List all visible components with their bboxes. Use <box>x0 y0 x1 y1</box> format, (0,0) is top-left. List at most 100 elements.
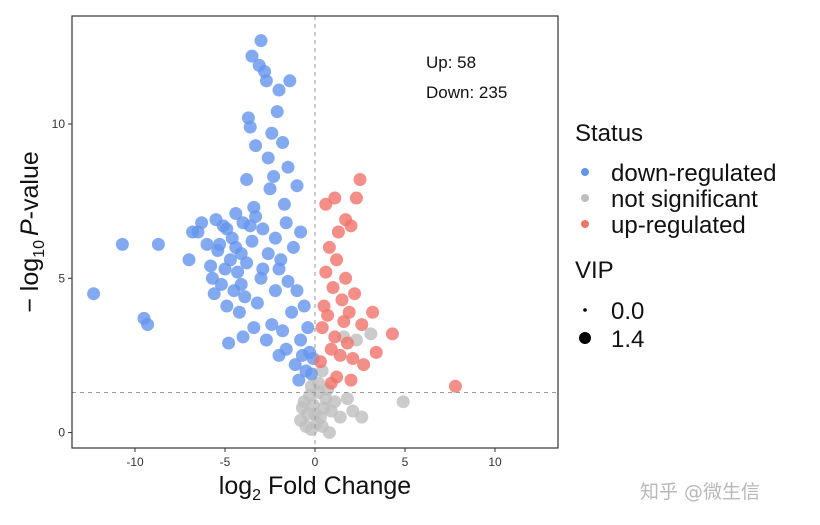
y-axis-title-sub: 10 <box>31 240 48 258</box>
data-point-down <box>290 179 304 193</box>
data-point-up <box>342 305 356 319</box>
x-ticks: -10 -5 0 5 10 <box>126 448 502 469</box>
data-point-down <box>151 237 165 251</box>
data-point-down <box>141 318 155 332</box>
data-point-down <box>276 324 290 338</box>
legend-size-large <box>579 332 591 344</box>
data-point-down <box>213 237 227 251</box>
data-point-down <box>115 237 129 251</box>
data-point-down <box>249 139 263 153</box>
legend-label-not-significant: not significant <box>611 186 758 213</box>
data-point-down <box>254 34 268 48</box>
data-point-up <box>328 330 342 344</box>
data-point-down <box>263 182 277 196</box>
x-axis-title-sub: 2 <box>252 487 261 504</box>
data-point-up <box>324 376 338 390</box>
data-point-down <box>259 74 273 88</box>
data-point-down <box>261 151 275 165</box>
data-point-up <box>385 327 399 341</box>
data-point-down <box>220 299 234 313</box>
data-point-up <box>357 358 371 372</box>
data-point-up <box>322 240 336 254</box>
legend-size-label-large: 1.4 <box>611 326 644 353</box>
data-point-down <box>223 253 237 267</box>
x-axis-title-rest: Fold Change <box>261 472 411 500</box>
data-point-down <box>243 120 257 134</box>
y-tick-label: 10 <box>52 117 66 131</box>
data-point-down <box>272 262 286 276</box>
data-point-down <box>182 253 196 267</box>
data-point-ns <box>364 327 378 341</box>
data-point-ns <box>340 392 354 406</box>
legend-dot-up-regulated <box>581 220 589 228</box>
data-point-up <box>349 191 363 205</box>
data-point-ns <box>304 379 318 393</box>
data-point-down <box>232 305 246 319</box>
x-axis-title-main: log <box>219 472 252 500</box>
data-point-up <box>344 373 358 387</box>
data-point-up <box>448 379 462 393</box>
data-point-up <box>353 173 367 187</box>
data-point-ns <box>308 407 322 421</box>
data-point-down <box>281 274 295 288</box>
data-point-down <box>236 330 250 344</box>
data-point-down <box>281 160 295 174</box>
legend-label-down-regulated: down-regulated <box>611 160 776 187</box>
data-point-down <box>292 373 306 387</box>
data-point-down <box>304 367 318 381</box>
data-point-down <box>272 83 286 97</box>
data-point-down <box>268 231 282 245</box>
watermark: 知乎 @微生信 <box>640 481 760 503</box>
x-tick-label: -5 <box>220 455 231 469</box>
data-point-down <box>256 222 270 236</box>
data-point-up <box>346 352 360 366</box>
data-point-up <box>328 191 342 205</box>
annotation-up: Up: 58 <box>426 53 476 72</box>
data-point-down <box>229 206 243 220</box>
data-point-down <box>204 259 218 273</box>
data-point-down <box>301 321 315 335</box>
data-point-up <box>366 305 380 319</box>
data-point-ns <box>322 426 336 440</box>
data-point-down <box>265 126 279 140</box>
data-point-up <box>319 265 333 279</box>
data-point-ns <box>328 395 342 409</box>
data-point-down <box>245 49 259 63</box>
data-point-down <box>220 222 234 236</box>
y-axis-title-prefix: − log <box>16 258 44 313</box>
legend-dot-not-significant <box>581 194 589 202</box>
data-point-down <box>256 262 270 276</box>
data-point-ns <box>396 395 410 409</box>
data-point-down <box>279 216 293 230</box>
data-point-up <box>330 253 344 267</box>
y-axis-title: − log10 P-value <box>16 151 48 313</box>
data-point-down <box>195 216 209 230</box>
data-point-down <box>261 247 275 261</box>
data-point-ns <box>299 419 313 433</box>
data-point-down <box>286 240 300 254</box>
data-point-down <box>243 219 257 233</box>
threshold-lines <box>72 16 558 448</box>
data-point-down <box>240 173 254 187</box>
data-point-down <box>290 284 304 298</box>
data-point-down <box>238 290 252 304</box>
data-point-up <box>348 287 362 301</box>
data-point-ns <box>333 410 347 424</box>
data-point-down <box>276 136 290 150</box>
x-tick-label: 5 <box>402 455 409 469</box>
data-point-down <box>214 277 228 291</box>
data-point-down <box>234 277 248 291</box>
data-point-down <box>200 237 214 251</box>
data-point-up <box>339 271 353 285</box>
points-layer <box>87 34 462 440</box>
data-point-ns <box>295 401 309 415</box>
x-tick-label: 0 <box>312 455 319 469</box>
legend-status-title: Status <box>575 120 643 147</box>
data-point-down <box>279 342 293 356</box>
data-point-down <box>87 287 101 301</box>
data-point-up <box>326 281 340 295</box>
data-point-down <box>240 256 254 270</box>
data-point-down <box>229 240 243 254</box>
data-point-up <box>369 345 383 359</box>
